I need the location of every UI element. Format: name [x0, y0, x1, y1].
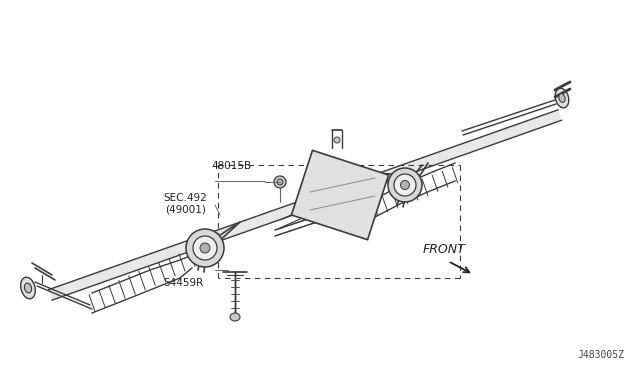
Ellipse shape — [559, 94, 565, 102]
Ellipse shape — [274, 176, 286, 188]
Ellipse shape — [193, 236, 217, 260]
Text: SEC.492: SEC.492 — [163, 193, 207, 203]
Ellipse shape — [388, 168, 422, 202]
Text: 54459R: 54459R — [163, 279, 204, 288]
Text: 48015B: 48015B — [211, 161, 252, 170]
Polygon shape — [48, 110, 562, 300]
Text: J483005Z: J483005Z — [577, 350, 624, 360]
Ellipse shape — [401, 180, 410, 189]
Ellipse shape — [24, 283, 31, 293]
Text: FRONT: FRONT — [422, 243, 465, 256]
Ellipse shape — [334, 137, 340, 143]
Text: (49001): (49001) — [165, 204, 206, 214]
Ellipse shape — [200, 243, 210, 253]
Ellipse shape — [20, 277, 35, 299]
Ellipse shape — [556, 88, 569, 108]
FancyBboxPatch shape — [291, 150, 388, 240]
Ellipse shape — [230, 313, 240, 321]
Ellipse shape — [277, 179, 283, 185]
Ellipse shape — [394, 174, 416, 196]
Ellipse shape — [186, 229, 224, 267]
